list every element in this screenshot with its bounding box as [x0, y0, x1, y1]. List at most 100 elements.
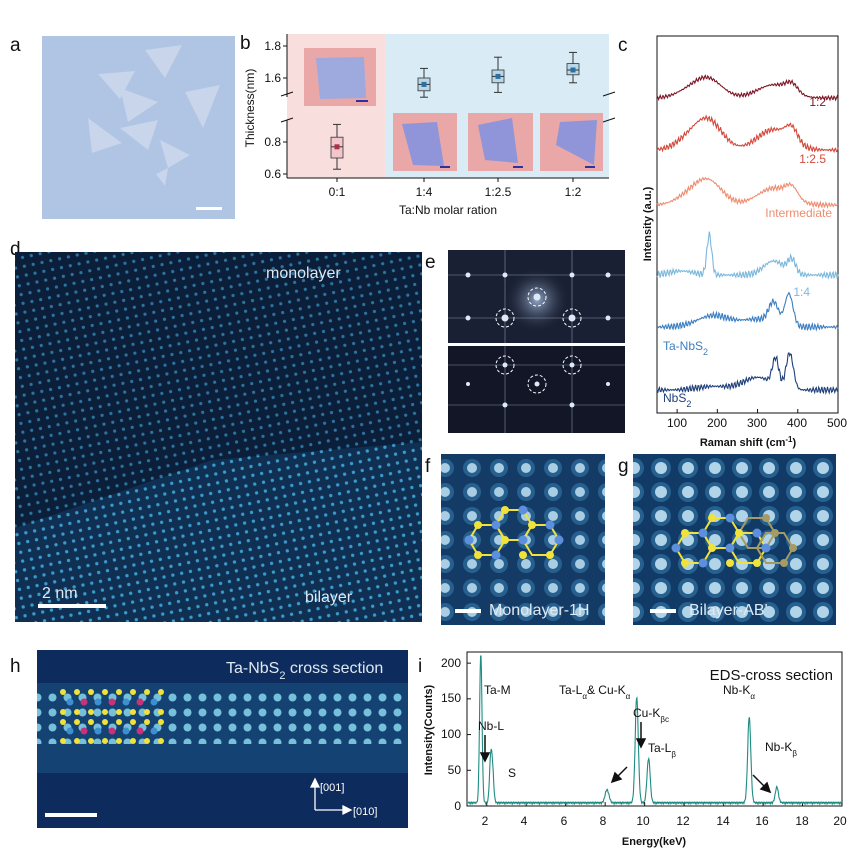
panel-label-d: d [10, 239, 21, 260]
series-label-intermediate: Intermediate [765, 206, 832, 220]
peak-label-nb-l: Nb-L [478, 719, 504, 733]
b-xtick-label: 1:2 [565, 185, 582, 199]
b-xtick-label: 1:4 [416, 185, 433, 199]
b-xtick-label: 1:2.5 [485, 185, 512, 199]
box-mean [570, 67, 576, 73]
stem-image-f: Monolayer-1H [441, 454, 605, 625]
peak-arrows [479, 722, 772, 794]
eds-spectrum-line [467, 655, 843, 806]
cross-section-image: Ta-NbS2 cross section [001] [010] [37, 650, 408, 828]
panel-label-f: f [425, 456, 431, 477]
label-monolayer-1h: Monolayer-1H [489, 602, 589, 619]
eds-title: EDS-cross section [710, 667, 833, 684]
peak-label-cu-kb: Cu-Kβc [633, 706, 669, 724]
c-xtick-label: 500 [827, 416, 847, 430]
i-x-axis-title: Energy(keV) [622, 836, 687, 848]
raman-series-line [656, 231, 839, 280]
axis-break [280, 91, 294, 123]
afm-inset-1 [304, 48, 376, 106]
i-xtick-label: 8 [600, 814, 607, 828]
eds-ticks [467, 662, 843, 807]
stem-image-d: monolayer bilayer 2 nm [15, 252, 422, 622]
series-label-1-2: 1:2 [809, 95, 826, 109]
peak-label-ta-m: Ta-M [484, 683, 511, 697]
triangle-flake [185, 85, 220, 128]
fft-panel [448, 250, 625, 433]
optical-image-panel [42, 36, 235, 219]
series-label-1-2-5: 1:2.5 [799, 152, 826, 166]
atomic-model-cross-section [60, 689, 164, 744]
afm-inset-4 [540, 113, 603, 171]
i-xtick-label: 12 [676, 814, 690, 828]
label-bilayer: bilayer [305, 589, 353, 606]
label-monolayer: monolayer [266, 265, 341, 282]
raman-ticks [676, 409, 839, 413]
raman-series-line [656, 291, 839, 332]
panel-label-c: c [618, 35, 628, 56]
raman-frame [656, 35, 839, 414]
i-xtick-label: 20 [833, 814, 847, 828]
peak-label-ta-lb: Ta-Lβ [648, 741, 676, 759]
afm-inset-2 [393, 113, 457, 171]
triangle-flake [120, 88, 158, 122]
i-y-axis-title: Intensity(Counts) [423, 684, 435, 775]
triangle-flake [160, 140, 190, 168]
eds-chart: 0 50 100 150 200 2 4 6 8 10 12 14 16 18 … [423, 651, 847, 848]
panel-label-e: e [425, 252, 436, 273]
b-ytick-label: 1.6 [264, 71, 281, 85]
c-xtick-label: 200 [707, 416, 727, 430]
b-ytick-label: 1.8 [264, 39, 281, 53]
i-ytick-label: 200 [441, 656, 461, 670]
triangle-flake [120, 120, 158, 150]
direction-axes [309, 777, 353, 816]
triangle-flake [98, 71, 135, 99]
scale-bar [38, 604, 106, 608]
peak-label-nb-kb: Nb-Kβ [765, 740, 797, 758]
panel-label-b: b [240, 33, 251, 54]
triangle-flake [145, 45, 182, 78]
dir-010: [010] [353, 806, 377, 818]
c-x-axis-title: Raman shift (cm-1) [700, 435, 797, 450]
b-ytick-label: 0.8 [264, 135, 281, 149]
i-xtick-label: 18 [795, 814, 809, 828]
c-xtick-label: 300 [747, 416, 767, 430]
b-axis-ticks [283, 45, 574, 182]
b-x-axis-title: Ta:Nb molar ration [399, 203, 497, 217]
panel-label-a: a [10, 35, 21, 56]
panel-label-g: g [618, 456, 629, 477]
raman-series [656, 74, 839, 396]
peak-label-s: S [508, 766, 516, 780]
b-y-axis-title: Thickness(nm) [243, 69, 257, 148]
i-ytick-label: 50 [448, 763, 462, 777]
i-ytick-label: 150 [441, 691, 461, 705]
i-ytick-label: 100 [441, 727, 461, 741]
peak-label-ta-la-cu-ka: Ta-Lα& Cu-Kα [559, 683, 631, 701]
series-label-1-4: 1:4 [793, 285, 810, 299]
c-xtick-label: 400 [787, 416, 807, 430]
axis-break-right [602, 91, 616, 123]
dir-001: [001] [320, 782, 344, 794]
i-xtick-label: 16 [755, 814, 769, 828]
scale-bar-label: 2 nm [42, 585, 78, 602]
panel-label-i: i [418, 656, 422, 677]
triangle-flake [88, 118, 122, 153]
triangle-flake [156, 168, 168, 186]
i-xtick-label: 6 [561, 814, 568, 828]
eds-frame [466, 651, 843, 807]
scale-bar [455, 609, 481, 613]
cross-section-title: Ta-NbS2 cross section [226, 660, 383, 682]
i-xtick-label: 2 [482, 814, 489, 828]
fft-spot-circles [495, 287, 582, 394]
b-boxes [330, 51, 580, 170]
box-mean [334, 144, 340, 150]
c-xtick-label: 100 [667, 416, 687, 430]
afm-inset-3 [468, 113, 533, 171]
b-ytick-label: 0.6 [264, 167, 281, 181]
label-bilayer-ab: Bilayer-AB' [689, 602, 768, 619]
i-ytick-label: 0 [454, 799, 461, 813]
box-mean [421, 81, 427, 87]
raman-series-line [656, 74, 839, 102]
i-xtick-label: 10 [636, 814, 650, 828]
raman-series-line [656, 351, 839, 396]
